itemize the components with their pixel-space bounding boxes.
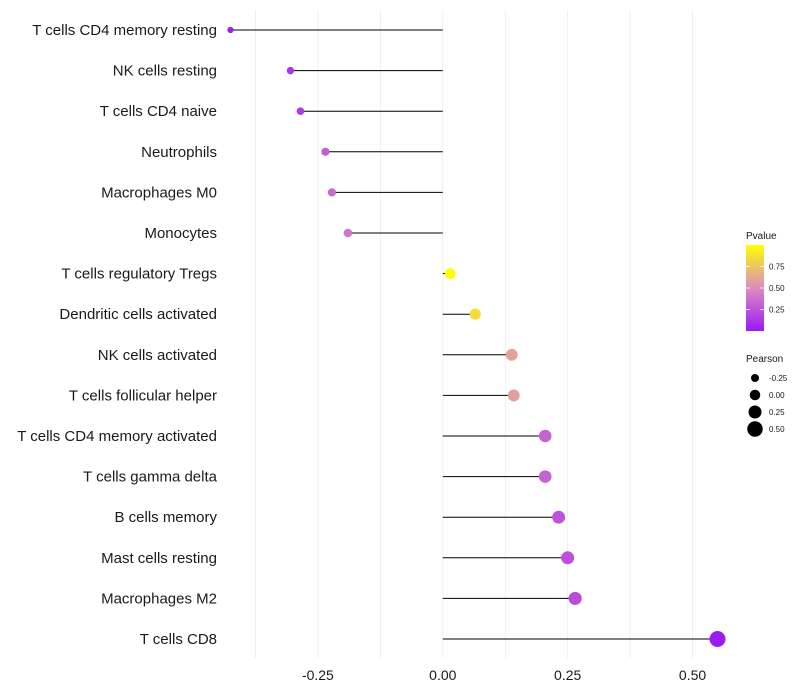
lollipop-point [444, 268, 456, 279]
category-label: Macrophages M0 [101, 184, 217, 201]
pvalue-legend-label: 0.50 [769, 284, 785, 293]
category-label: T cells CD4 memory activated [17, 428, 217, 445]
lollipop-point [505, 348, 518, 361]
category-label: B cells memory [114, 509, 217, 526]
category-label: T cells CD8 [140, 631, 217, 648]
category-label: Mast cells resting [101, 550, 217, 567]
lollipop-point [538, 470, 552, 483]
lollipop-point [709, 631, 726, 647]
category-label: T cells gamma delta [83, 469, 218, 486]
x-tick-label: 0.25 [554, 667, 581, 683]
pvalue-legend-title: Pvalue [746, 231, 777, 242]
category-label: Dendritic cells activated [59, 306, 217, 323]
lollipop-stems [230, 29, 718, 640]
pearson-legend-label: -0.25 [769, 374, 788, 383]
lollipop-point [286, 66, 295, 75]
pvalue-legend-label: 0.25 [769, 306, 785, 315]
pearson-legend-label: 0.25 [769, 408, 785, 417]
pvalue-legend: Pvalue 0.75 0.50 0.25 [746, 231, 785, 331]
pearson-legend-dot [748, 405, 762, 419]
category-label: Monocytes [144, 225, 217, 242]
lollipop-point [561, 551, 575, 565]
category-label: Macrophages M2 [101, 590, 217, 607]
category-labels: T cells CD4 memory resting NK cells resti… [17, 22, 217, 648]
lollipop-point [538, 429, 552, 443]
category-label: NK cells resting [113, 63, 217, 80]
pearson-legend-dot [751, 374, 759, 382]
pvalue-colorbar [746, 245, 764, 331]
lollipop-point [327, 188, 337, 197]
x-tick-label: 0.00 [429, 667, 456, 683]
x-tick-label: 0.50 [679, 667, 706, 683]
pearson-legend-dot [747, 421, 763, 437]
lollipop-point [227, 26, 234, 34]
pearson-legend: Pearson -0.25 0.00 0.25 0.50 [746, 354, 788, 437]
lollipop-point [343, 228, 353, 238]
lollipop-point [507, 389, 520, 402]
x-axis-ticks: -0.25 0.00 0.25 0.50 [302, 667, 706, 683]
lollipop-point [296, 107, 305, 116]
category-label: T cells regulatory Tregs [61, 266, 217, 283]
category-label: Neutrophils [141, 144, 217, 161]
category-label: NK cells activated [98, 347, 217, 364]
category-label: T cells follicular helper [69, 387, 217, 404]
lollipop-point [568, 591, 582, 605]
lollipop-point [552, 510, 566, 524]
grid-lines [255, 10, 693, 658]
x-tick-label: -0.25 [302, 667, 334, 683]
category-label: T cells CD4 memory resting [32, 22, 217, 39]
pearson-legend-dot [749, 389, 761, 401]
pearson-legend-label: 0.00 [769, 391, 785, 400]
pearson-legend-label: 0.50 [769, 425, 785, 434]
pvalue-legend-label: 0.75 [769, 263, 785, 272]
lollipop-points [227, 26, 726, 647]
category-label: T cells CD4 naive [100, 103, 217, 120]
lollipop-point [321, 147, 330, 156]
pearson-legend-title: Pearson [746, 354, 783, 365]
lollipop-point [469, 308, 481, 320]
